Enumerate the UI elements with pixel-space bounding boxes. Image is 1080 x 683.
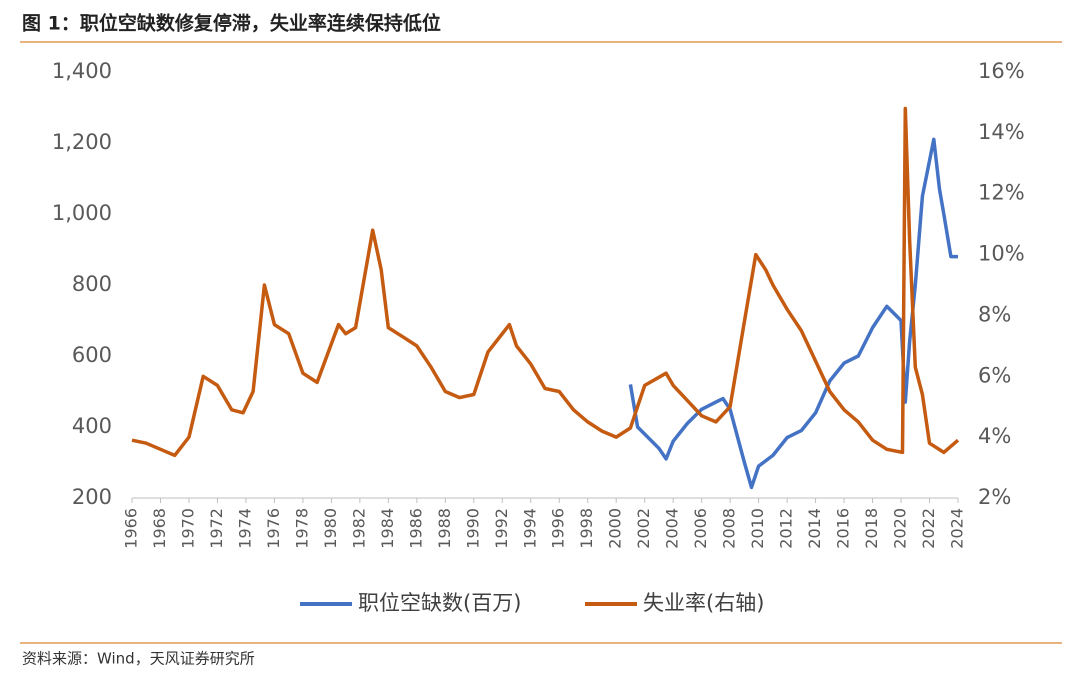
x-tick-label: 2020 [891, 508, 910, 549]
x-tick-label: 1978 [292, 508, 311, 549]
x-tick-label: 2012 [777, 508, 796, 549]
y2-tick-label: 16% [978, 59, 1025, 83]
x-tick-label: 2014 [805, 508, 824, 549]
y2-tick-label: 8% [978, 302, 1011, 326]
x-tick-label: 2024 [948, 508, 967, 549]
y2-tick-label: 12% [978, 181, 1025, 205]
source-note: 资料来源：Wind，天风证券研究所 [22, 650, 255, 668]
y-tick-label: 800 [72, 272, 112, 296]
y2-tick-label: 10% [978, 242, 1025, 266]
x-tick-label: 1980 [321, 508, 340, 549]
x-tick-label: 1974 [235, 508, 254, 549]
x-tick-label: 1988 [435, 508, 454, 549]
x-tick-label: 2004 [663, 508, 682, 549]
x-tick-label: 1968 [150, 508, 169, 549]
x-tick-label: 1996 [549, 508, 568, 549]
x-tick-label: 2022 [919, 508, 938, 549]
y-tick-label: 200 [72, 485, 112, 509]
x-tick-label: 2010 [748, 508, 767, 549]
x-tick-label: 2002 [634, 508, 653, 549]
x-tick-label: 2008 [720, 508, 739, 549]
y-tick-label: 1,000 [52, 201, 112, 225]
x-tick-label: 2006 [691, 508, 710, 549]
x-tick-label: 1992 [492, 508, 511, 549]
legend-label: 职位空缺数(百万) [358, 591, 521, 615]
x-tick-label: 1986 [406, 508, 425, 549]
x-tick-label: 1970 [178, 508, 197, 549]
x-tick-label: 1998 [577, 508, 596, 549]
legend-label: 失业率(右轴) [643, 591, 764, 615]
x-tick-label: 2000 [606, 508, 625, 549]
y-tick-label: 600 [72, 343, 112, 367]
chart-title: 图 1：职位空缺数修复停滞，失业率连续保持低位 [22, 12, 441, 35]
y2-tick-label: 4% [978, 424, 1011, 448]
x-tick-label: 2016 [834, 508, 853, 549]
y-tick-label: 1,200 [52, 130, 112, 154]
series-line [131, 106, 960, 458]
x-tick-label: 1984 [378, 508, 397, 549]
x-tick-label: 1982 [349, 508, 368, 549]
x-tick-label: 1990 [463, 508, 482, 549]
series-line [628, 137, 958, 490]
y-tick-label: 400 [72, 414, 112, 438]
y2-tick-label: 2% [978, 485, 1011, 509]
x-tick-label: 1966 [122, 508, 141, 549]
x-tick-label: 1994 [520, 508, 539, 549]
y2-tick-label: 6% [978, 363, 1011, 387]
x-tick-label: 2018 [862, 508, 881, 549]
y-tick-label: 1,400 [52, 59, 112, 83]
y2-tick-label: 14% [978, 120, 1025, 144]
x-tick-label: 1972 [207, 508, 226, 549]
x-tick-label: 1976 [264, 508, 283, 549]
